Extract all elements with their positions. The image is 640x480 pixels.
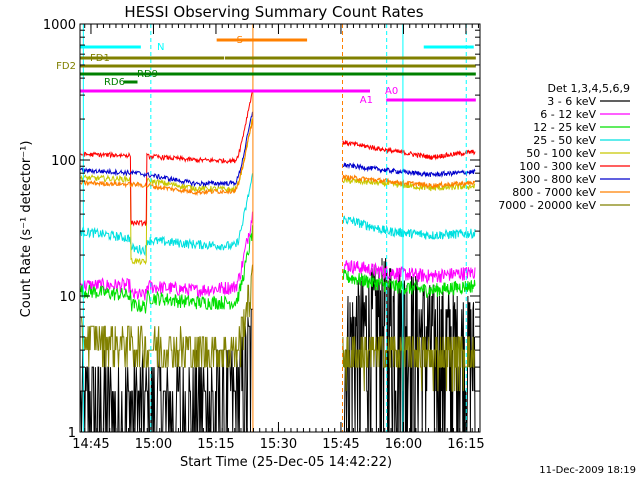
legend-header: Det 1,3,4,5,6,9	[547, 82, 630, 95]
chart-title: HESSI Observing Summary Count Rates	[124, 3, 423, 21]
y-tick-label-1000: 1000	[43, 18, 76, 33]
legend-entry-4: 25 - 50 keV	[533, 134, 596, 147]
markers-layer	[82, 24, 467, 432]
flag-label-a0: A0	[385, 86, 398, 97]
flag-label-s: S	[237, 35, 243, 46]
flag-label-n: N	[157, 42, 164, 53]
x-axis-label: Start Time (25-Dec-05 14:42:22)	[180, 455, 392, 470]
series-line-3-6-kev-part1	[80, 308, 253, 433]
series-line-12-25-kev-part2	[342, 268, 476, 298]
flag-label-fd2: FD2	[56, 61, 76, 72]
x-tick-label-15:45: 15:45	[322, 437, 359, 452]
x-tick-label-15:15: 15:15	[197, 437, 234, 452]
traces-layer	[80, 90, 476, 433]
legend-entry-7: 300 - 800 keV	[519, 173, 596, 186]
legend-entry-6: 100 - 300 keV	[519, 160, 596, 173]
flag-label-a1: A1	[360, 95, 373, 106]
x-tick-label-14:45: 14:45	[72, 437, 109, 452]
flag-label-fd1: FD1	[90, 53, 110, 64]
series-line-800-7000-kev-part2	[342, 174, 476, 190]
legend-entry-2: 6 - 12 keV	[540, 108, 596, 121]
series-line-800-7000-kev-part1	[80, 120, 253, 197]
y-tick-label-100: 100	[51, 154, 76, 169]
y-axis-label: Count Rate (s⁻¹ detector⁻¹)	[19, 141, 34, 318]
x-tick-label-15:30: 15:30	[260, 437, 297, 452]
flag-label-rd6: RD6	[104, 77, 125, 88]
generation-timestamp: 11-Dec-2009 18:19	[539, 465, 636, 476]
y-tick-label-1: 1	[68, 426, 76, 441]
axes-layer: 1 10 100 1000 14:45 15:00 15:15 15:30 15:45 16:00…	[43, 18, 485, 452]
series-line-6-12-kev-part1	[80, 211, 253, 301]
x-tick-label-16:15: 16:15	[447, 437, 484, 452]
series-line-50-100-kev-part1	[80, 118, 253, 266]
flag-label-rd9: RD9	[137, 69, 158, 80]
series-line-100-300-kev-part2	[342, 140, 476, 161]
legend-entry-5: 50 - 100 keV	[526, 147, 596, 160]
series-line-12-25-kev-part1	[80, 225, 253, 314]
series-line-25-50-kev-part2	[342, 215, 476, 241]
series-line-7000-20000-kev-part1	[80, 264, 253, 368]
series-line-300-800-kev-part2	[342, 161, 476, 178]
series-line-300-800-kev-part1	[80, 111, 253, 188]
legend-entry-3: 12 - 25 keV	[533, 121, 596, 134]
x-tick-label-15:00: 15:00	[135, 437, 172, 452]
legend-entry-8: 800 - 7000 keV	[512, 186, 596, 199]
series-line-7000-20000-kev-part2	[342, 336, 475, 392]
series-line-25-50-kev-part1	[80, 173, 253, 257]
flag-bars-layer: N S FD1 FD2 RD9 RD6 A0 A1	[56, 35, 476, 106]
y-tick-label-10: 10	[59, 290, 76, 305]
x-tick-label-16:00: 16:00	[385, 437, 422, 452]
plot-frame	[79, 23, 481, 433]
legend-entry-1: 3 - 6 keV	[547, 95, 596, 108]
series-line-100-300-kev-part1	[80, 90, 253, 227]
legend-entry-9: 7000 - 20000 keV	[498, 199, 596, 212]
series-line-6-12-kev-part2	[342, 260, 476, 285]
